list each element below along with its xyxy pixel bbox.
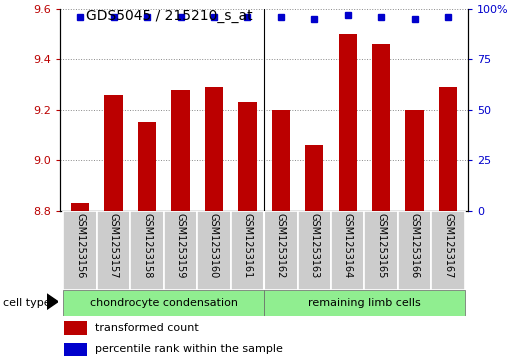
Bar <box>63 211 97 290</box>
Bar <box>63 290 264 316</box>
Text: GSM1253162: GSM1253162 <box>276 213 286 278</box>
Bar <box>331 211 365 290</box>
Bar <box>298 211 331 290</box>
Bar <box>97 211 130 290</box>
Bar <box>305 145 323 211</box>
Text: GSM1253157: GSM1253157 <box>109 213 119 278</box>
Bar <box>164 211 197 290</box>
Text: percentile rank within the sample: percentile rank within the sample <box>95 344 283 354</box>
Text: GSM1253163: GSM1253163 <box>309 213 319 278</box>
Text: GSM1253164: GSM1253164 <box>343 213 353 278</box>
Bar <box>405 110 424 211</box>
Text: remaining limb cells: remaining limb cells <box>308 298 421 308</box>
Bar <box>238 102 257 211</box>
Text: GSM1253165: GSM1253165 <box>376 213 386 278</box>
Bar <box>231 211 264 290</box>
Bar <box>365 211 398 290</box>
Bar <box>372 44 390 211</box>
Text: transformed count: transformed count <box>95 323 199 333</box>
Bar <box>105 95 123 211</box>
Bar <box>431 211 465 290</box>
Bar <box>398 211 431 290</box>
Text: cell type: cell type <box>3 298 50 308</box>
Text: chondrocyte condensation: chondrocyte condensation <box>90 298 238 308</box>
Bar <box>271 110 290 211</box>
Bar <box>338 34 357 211</box>
Text: GSM1253158: GSM1253158 <box>142 213 152 278</box>
Bar <box>205 87 223 211</box>
Text: GSM1253160: GSM1253160 <box>209 213 219 278</box>
Bar <box>264 290 465 316</box>
Bar <box>172 90 190 211</box>
Polygon shape <box>47 294 58 310</box>
Bar <box>71 203 89 211</box>
Text: GSM1253167: GSM1253167 <box>443 213 453 278</box>
Bar <box>264 211 298 290</box>
Bar <box>439 87 457 211</box>
Bar <box>138 122 156 211</box>
Text: GSM1253161: GSM1253161 <box>242 213 253 278</box>
Bar <box>130 211 164 290</box>
Bar <box>64 343 87 356</box>
Text: GDS5045 / 215210_s_at: GDS5045 / 215210_s_at <box>86 9 253 23</box>
Bar <box>197 211 231 290</box>
Bar <box>64 322 87 335</box>
Text: GSM1253159: GSM1253159 <box>176 213 186 278</box>
Text: GSM1253166: GSM1253166 <box>410 213 419 278</box>
Text: GSM1253156: GSM1253156 <box>75 213 85 278</box>
